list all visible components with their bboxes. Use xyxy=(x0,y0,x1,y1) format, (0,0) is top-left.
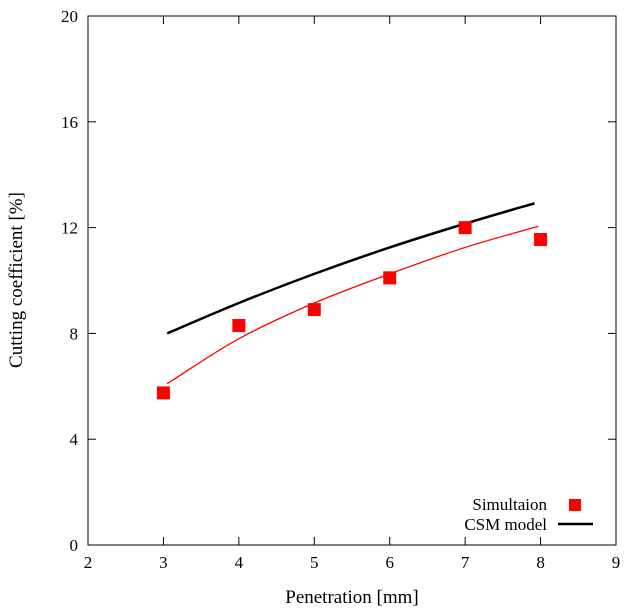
simulation-fit-line xyxy=(166,225,539,385)
x-tick-label: 8 xyxy=(536,553,545,572)
x-tick-label: 7 xyxy=(461,553,470,572)
simulation-point xyxy=(232,318,246,332)
csm-model-line xyxy=(166,202,535,335)
series-layer xyxy=(156,202,548,400)
y-tick-label: 0 xyxy=(70,536,79,555)
y-tick-label: 4 xyxy=(70,430,79,449)
y-tick-label: 8 xyxy=(70,324,79,343)
simulation-point xyxy=(307,303,321,317)
legend-marker-simulation xyxy=(569,499,581,511)
simulation-point xyxy=(383,271,397,285)
y-axis-title: Cutting coefficient [%] xyxy=(6,192,27,368)
x-tick-label: 6 xyxy=(385,553,394,572)
x-tick-label: 3 xyxy=(159,553,168,572)
x-tick-label: 9 xyxy=(612,553,621,572)
legend-label-csm-model: CSM model xyxy=(464,515,547,534)
simulation-point xyxy=(156,386,170,400)
y-tick-label: 12 xyxy=(61,219,78,238)
legend: Simultaion CSM model xyxy=(464,495,593,534)
plot-frame xyxy=(87,15,617,546)
simulation-point xyxy=(458,221,472,235)
simulation-point xyxy=(534,233,548,247)
y-tick-label: 16 xyxy=(61,113,78,132)
x-axis-title: Penetration [mm] xyxy=(285,587,419,608)
legend-label-simulation: Simultaion xyxy=(472,495,547,514)
tick-layer: 2 3 4 5 6 7 8 9 0 4 8 12 16 20 xyxy=(61,7,620,572)
x-tick-label: 5 xyxy=(310,553,319,572)
x-tick-label: 4 xyxy=(235,553,244,572)
y-tick-label: 20 xyxy=(61,7,78,26)
x-tick-label: 2 xyxy=(84,553,93,572)
